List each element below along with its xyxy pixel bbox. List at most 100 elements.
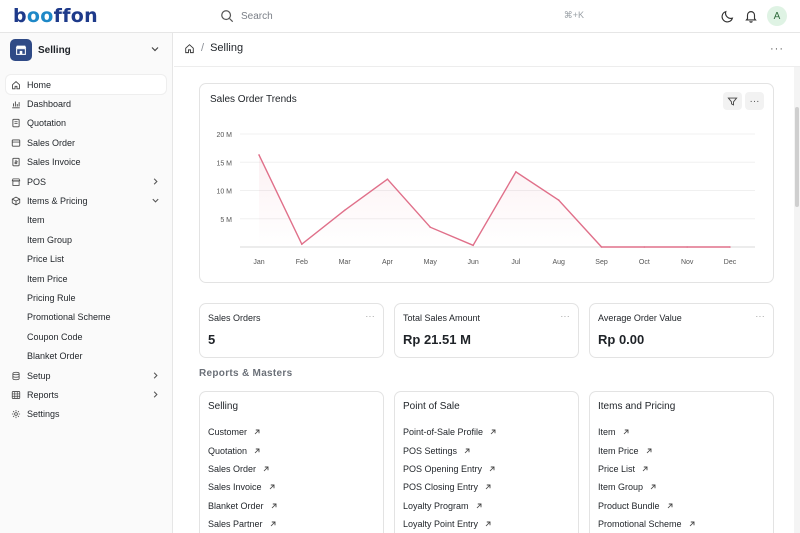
x-tick-label: Sep (595, 259, 608, 266)
sidebar-item-dashboard[interactable]: Dashboard (0, 94, 173, 113)
report-card: Items and Pricing Item Item Price Price Lis… (589, 391, 774, 533)
data-point[interactable] (557, 199, 560, 201)
report-link-list: Item Item Price Price List Item Group Produc… (598, 423, 696, 533)
sidebar-item-pricing-rule[interactable]: Pricing Rule (0, 288, 173, 307)
sidebar-item-label: Item (27, 215, 45, 226)
stat-more-icon[interactable]: ··· (365, 312, 375, 321)
report-link-label: Item (598, 427, 616, 438)
report-link[interactable]: Loyalty Point Entry (403, 515, 497, 533)
avatar[interactable]: A (767, 6, 787, 26)
report-link[interactable]: Point-of-Sale Profile (403, 423, 497, 441)
sidebar-item-sales-invoice[interactable]: Sales Invoice (0, 153, 173, 172)
sidebar-item-label: Reports (27, 389, 59, 400)
report-link[interactable]: Customer (208, 423, 278, 441)
x-tick-label: Apr (382, 259, 394, 266)
arrow-up-right-icon (667, 503, 672, 509)
report-link[interactable]: Product Bundle (598, 497, 696, 515)
report-link[interactable]: POS Closing Entry (403, 478, 497, 496)
report-link[interactable]: POS Opening Entry (403, 460, 497, 478)
sidebar-item-label: Sales Order (27, 137, 76, 148)
report-link[interactable]: Sales Partner (208, 515, 278, 533)
report-link[interactable]: Blanket Order (208, 497, 278, 515)
x-tick-label: Aug (552, 259, 565, 266)
sidebar-item-label: Pricing Rule (27, 292, 76, 303)
report-link-label: Promotional Scheme (598, 519, 682, 530)
y-tick-label: 15 M (216, 160, 232, 167)
arrow-up-right-icon (476, 503, 481, 509)
report-link[interactable]: Item Group (598, 478, 696, 496)
search-bar[interactable]: Search ⌘+K (212, 4, 598, 28)
sidebar-item-pos[interactable]: POS (0, 172, 173, 191)
data-point[interactable] (429, 226, 432, 229)
sidebar-item-quotation[interactable]: Quotation (0, 114, 173, 133)
sales-order-icon (11, 138, 21, 148)
scrollbar-thumb[interactable] (795, 107, 799, 207)
report-link-label: Sales Partner (208, 519, 263, 530)
sidebar-item-promotional-scheme[interactable]: Promotional Scheme (0, 308, 173, 327)
sidebar-item-label: Setup (27, 370, 51, 381)
y-tick-label: 20 M (216, 132, 232, 139)
data-point[interactable] (600, 246, 603, 248)
report-link[interactable]: Promotional Scheme (598, 515, 696, 533)
arrow-up-right-icon (489, 466, 495, 472)
sidebar-item-sales-order[interactable]: Sales Order (0, 133, 173, 152)
sidebar-item-item-group[interactable]: Item Group (0, 230, 173, 249)
sidebar-item-label: Quotation (27, 118, 67, 129)
chevron-down-icon (152, 199, 159, 203)
sidebar-item-item[interactable]: Item (0, 211, 173, 230)
report-link[interactable]: Sales Invoice (208, 478, 278, 496)
more-menu-icon[interactable]: ··· (770, 43, 784, 55)
chart-more-icon[interactable]: ··· (745, 92, 764, 110)
data-point[interactable] (729, 246, 731, 248)
stat-more-icon[interactable]: ··· (560, 312, 570, 321)
x-tick-label: Jun (467, 259, 478, 266)
brand-logo[interactable]: booffon (13, 5, 98, 27)
chevron-down-icon (151, 47, 159, 52)
stat-value: Rp 0.00 (598, 332, 645, 347)
stat-label: Average Order Value (598, 313, 682, 323)
report-link[interactable]: Loyalty Program (403, 497, 497, 515)
sidebar-item-setup[interactable]: Setup (0, 366, 173, 385)
data-point[interactable] (301, 243, 303, 245)
search-placeholder: Search (241, 10, 273, 22)
database-icon (11, 371, 21, 381)
data-point[interactable] (343, 209, 346, 212)
stat-card: Total Sales Amount ··· Rp 21.51 M (394, 303, 579, 358)
report-link[interactable]: Sales Order (208, 460, 278, 478)
breadcrumb: / Selling (184, 42, 243, 54)
data-point[interactable] (686, 246, 688, 248)
report-link[interactable]: POS Settings (403, 441, 497, 459)
report-link[interactable]: Item Price (598, 441, 696, 459)
sidebar-item-item-price[interactable]: Item Price (0, 269, 173, 288)
scrollbar[interactable] (794, 67, 800, 533)
data-point[interactable] (472, 244, 474, 247)
moon-icon[interactable] (721, 9, 735, 23)
sidebar-item-coupon-code[interactable]: Coupon Code (0, 327, 173, 346)
bell-icon[interactable] (744, 9, 758, 23)
data-point[interactable] (643, 246, 646, 248)
stat-more-icon[interactable]: ··· (755, 312, 765, 321)
report-link[interactable]: Item (598, 423, 696, 441)
arrow-up-right-icon (269, 484, 274, 490)
report-link-label: Point-of-Sale Profile (403, 427, 484, 438)
stat-label: Total Sales Amount (403, 313, 481, 323)
filter-icon[interactable] (723, 92, 742, 110)
sidebar-item-label: Item Price (27, 273, 68, 284)
data-point[interactable] (386, 178, 389, 180)
sidebar-item-home[interactable]: Home (6, 75, 166, 95)
home-icon[interactable] (184, 43, 195, 54)
data-point[interactable] (515, 171, 517, 173)
sidebar-item-price-list[interactable]: Price List (0, 250, 173, 269)
search-icon (221, 10, 234, 23)
data-point[interactable] (258, 154, 260, 156)
workspace-switcher[interactable]: Selling (10, 38, 164, 62)
breadcrumb-separator: / (201, 42, 205, 54)
report-card-title: Point of Sale (403, 401, 460, 412)
sales-order-trends-chart: 20 M 15 M 10 M 5 M Jan Feb Mar Apr May Jun Jul Aug S… (216, 132, 755, 266)
report-link[interactable]: Price List (598, 460, 696, 478)
sidebar-item-blanket-order[interactable]: Blanket Order (0, 346, 173, 365)
report-link[interactable]: Quotation (208, 441, 278, 459)
sidebar-item-reports[interactable]: Reports (0, 385, 173, 404)
sidebar-item-settings[interactable]: Settings (0, 405, 173, 424)
sidebar-item-items-pricing[interactable]: Items & Pricing (0, 191, 173, 210)
